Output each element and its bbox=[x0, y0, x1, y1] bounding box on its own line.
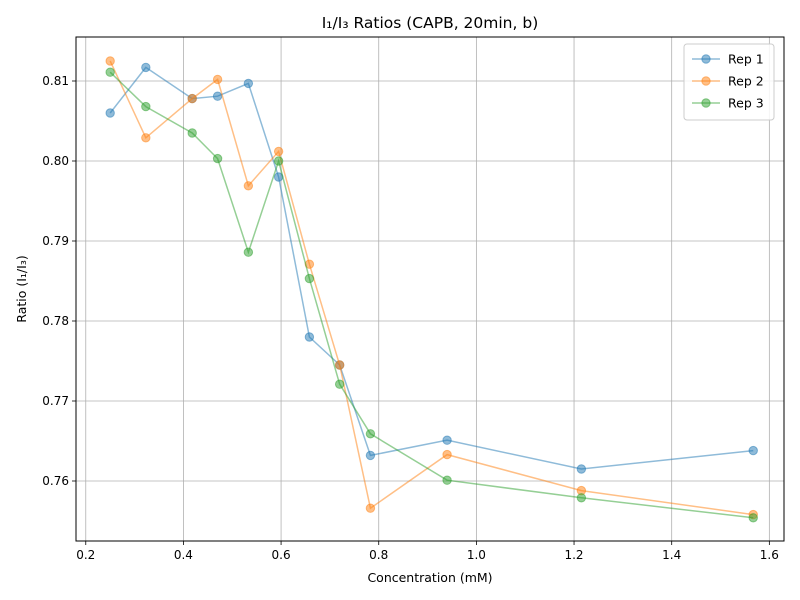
x-tick-label: 1.2 bbox=[564, 548, 583, 562]
data-point bbox=[365, 450, 376, 461]
data-point bbox=[748, 513, 758, 523]
data-point bbox=[334, 379, 345, 389]
data-point bbox=[334, 360, 345, 370]
y-tick-label: 0.78 bbox=[42, 314, 69, 328]
data-point bbox=[576, 464, 587, 474]
data-point bbox=[273, 146, 284, 157]
data-point bbox=[365, 503, 376, 513]
x-axis: 0.2 0.4 0.6 0.8 1.0 1.2 1.4 1.6 bbox=[76, 541, 779, 562]
legend-marker bbox=[701, 98, 711, 108]
series-2 bbox=[105, 56, 758, 520]
y-tick-label: 0.76 bbox=[42, 474, 69, 488]
chart-title: I₁/I₃ Ratios (CAPB, 20min, b) bbox=[322, 14, 539, 32]
data-point bbox=[187, 128, 197, 138]
y-axis: 0.76 0.77 0.78 0.79 0.80 0.81 bbox=[42, 74, 76, 488]
legend-label: Rep 3 bbox=[728, 96, 764, 111]
x-tick-label: 1.6 bbox=[760, 548, 779, 562]
data-point bbox=[105, 108, 115, 118]
legend-label: Rep 1 bbox=[728, 52, 764, 67]
legend-item-2: Rep 2 bbox=[692, 74, 764, 89]
data-point bbox=[442, 475, 452, 485]
y-tick-label: 0.79 bbox=[42, 234, 69, 248]
plot-area-frame bbox=[75, 36, 785, 542]
data-point bbox=[243, 181, 254, 191]
legend-item-1: Rep 1 bbox=[692, 52, 764, 67]
y-tick-label: 0.77 bbox=[42, 394, 69, 408]
data-point bbox=[141, 133, 151, 143]
data-point bbox=[212, 91, 223, 101]
x-tick-label: 0.4 bbox=[174, 548, 193, 562]
x-tick-label: 1.0 bbox=[467, 548, 486, 562]
x-tick-label: 0.8 bbox=[369, 548, 388, 562]
data-point bbox=[105, 56, 115, 66]
legend-marker bbox=[701, 76, 711, 86]
data-point bbox=[576, 493, 587, 503]
data-point bbox=[748, 445, 758, 456]
x-tick-label: 0.6 bbox=[272, 548, 291, 562]
data-point bbox=[304, 273, 315, 284]
data-point bbox=[141, 62, 151, 73]
grid-lines bbox=[76, 37, 784, 541]
x-axis-label: Concentration (mM) bbox=[367, 570, 492, 585]
series-line bbox=[109, 66, 754, 470]
y-tick-label: 0.81 bbox=[42, 74, 69, 88]
series-layer bbox=[105, 56, 758, 523]
data-point bbox=[212, 153, 223, 164]
data-point bbox=[243, 78, 254, 89]
legend: Rep 1 Rep 2 Rep 3 bbox=[683, 43, 775, 121]
data-point bbox=[442, 449, 452, 460]
y-axis-label: Ratio (I₁/I₃) bbox=[14, 255, 29, 322]
series-line bbox=[109, 71, 754, 519]
data-point bbox=[141, 101, 151, 112]
data-point bbox=[187, 93, 197, 104]
data-point bbox=[105, 67, 115, 77]
y-tick-label: 0.80 bbox=[42, 154, 69, 168]
x-tick-label: 1.4 bbox=[662, 548, 681, 562]
data-point bbox=[365, 429, 376, 439]
legend-marker bbox=[701, 54, 711, 64]
series-3 bbox=[105, 67, 758, 523]
series-line bbox=[109, 60, 754, 516]
data-point bbox=[273, 156, 284, 166]
data-point bbox=[304, 332, 315, 342]
data-point bbox=[442, 435, 452, 445]
legend-label: Rep 2 bbox=[728, 74, 764, 89]
data-point bbox=[212, 74, 223, 85]
x-tick-label: 0.2 bbox=[76, 548, 95, 562]
data-point bbox=[243, 247, 254, 257]
legend-item-3: Rep 3 bbox=[692, 96, 764, 111]
